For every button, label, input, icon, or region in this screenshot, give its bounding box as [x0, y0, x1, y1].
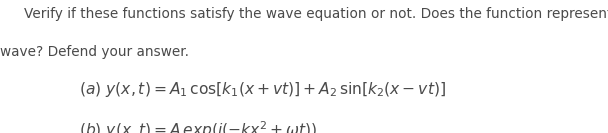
- Text: $(b)\ y(x,t) = A\,exp(i(-kx^2+\omega t))$: $(b)\ y(x,t) = A\,exp(i(-kx^2+\omega t))…: [79, 120, 317, 133]
- Text: wave? Defend your answer.: wave? Defend your answer.: [0, 45, 189, 59]
- Text: Verify if these functions satisfy the wave equation or not. Does the function re: Verify if these functions satisfy the wa…: [24, 7, 608, 21]
- Text: $(a)\ y(x,t) = A_1\,\cos[k_1(x+vt)] + A_2\,\sin[k_2(x-vt)]$: $(a)\ y(x,t) = A_1\,\cos[k_1(x+vt)] + A_…: [79, 80, 446, 99]
